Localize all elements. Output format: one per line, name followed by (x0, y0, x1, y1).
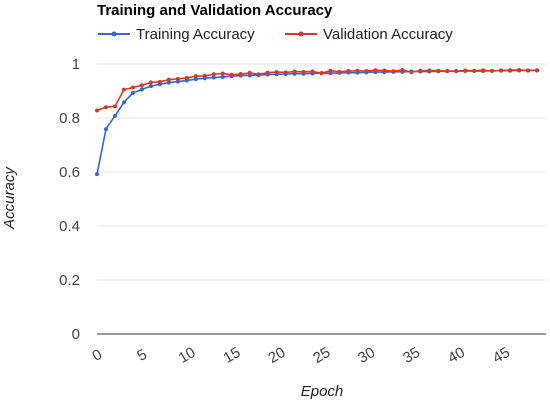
data-point (400, 67, 405, 72)
chart-title: Training and Validation Accuracy (97, 2, 333, 19)
series-validation (95, 67, 540, 113)
legend-item-validation: Validation Accuracy (285, 26, 453, 43)
y-axis-label: Accuracy (1, 166, 18, 230)
x-tick-label: 0 (89, 346, 105, 365)
data-point (418, 68, 423, 73)
x-tick-label: 40 (445, 344, 468, 367)
data-point (535, 68, 540, 73)
legend-item-training: Training Accuracy (98, 26, 255, 43)
gridlines (97, 63, 546, 335)
data-point (103, 127, 108, 132)
data-point (472, 68, 477, 73)
data-point (121, 100, 126, 105)
data-point (139, 83, 144, 88)
x-axis-ticks: 0 5 10 15 20 25 30 35 40 45 (89, 344, 512, 367)
data-point (427, 68, 432, 73)
data-point (391, 69, 396, 74)
data-point (364, 69, 369, 74)
data-point (148, 84, 153, 89)
data-point (409, 70, 414, 75)
data-point (526, 68, 531, 73)
legend-label-validation: Validation Accuracy (323, 26, 453, 43)
data-point (112, 113, 117, 118)
x-tick-label: 10 (176, 344, 199, 367)
data-point (247, 70, 252, 75)
data-point (301, 69, 306, 74)
data-point (256, 72, 261, 77)
data-point (211, 75, 216, 80)
data-point (166, 77, 171, 82)
data-point (319, 71, 324, 76)
data-point (175, 76, 180, 81)
data-point (463, 68, 468, 73)
data-point (265, 70, 270, 75)
series-lines (95, 67, 540, 177)
data-point (346, 69, 351, 74)
data-point (283, 70, 288, 75)
y-tick-label: 0.2 (59, 272, 80, 289)
data-point (382, 68, 387, 73)
y-axis-ticks: 0 0.2 0.4 0.6 0.8 1 (59, 56, 80, 343)
data-point (95, 172, 99, 177)
data-point (112, 104, 117, 109)
y-tick-label: 0 (72, 326, 80, 343)
legend-label-training: Training Accuracy (136, 26, 255, 43)
data-point (517, 67, 522, 72)
data-point (148, 80, 153, 85)
x-tick-label: 25 (310, 344, 333, 367)
data-point (445, 69, 450, 74)
x-axis-label: Epoch (301, 383, 344, 400)
data-point (193, 77, 198, 82)
series-line (96, 69, 538, 112)
data-point (454, 69, 459, 74)
y-tick-label: 0.4 (59, 218, 80, 235)
data-point (95, 108, 99, 113)
data-point (184, 76, 189, 81)
legend: Training Accuracy Validation Accuracy (98, 26, 453, 43)
x-tick-label: 15 (220, 344, 243, 367)
data-point (499, 68, 504, 73)
data-point (355, 68, 360, 73)
data-point (220, 74, 225, 79)
y-tick-label: 0.6 (59, 164, 80, 181)
data-point (481, 68, 486, 73)
legend-marker-validation (298, 31, 304, 37)
data-point (337, 69, 342, 74)
data-point (193, 74, 198, 79)
data-point (166, 80, 171, 85)
data-point (373, 68, 378, 73)
x-tick-label: 5 (134, 346, 150, 365)
data-point (139, 87, 144, 92)
data-point (121, 87, 126, 92)
data-point (274, 70, 279, 75)
y-tick-label: 1 (72, 56, 80, 73)
data-point (490, 69, 495, 74)
data-point (130, 85, 135, 90)
x-tick-label: 35 (400, 344, 423, 367)
data-point (103, 105, 108, 110)
data-point (292, 69, 297, 74)
data-point (157, 79, 162, 84)
data-point (310, 69, 315, 74)
series-training (95, 68, 540, 177)
data-point (211, 72, 216, 77)
data-point (328, 68, 333, 73)
data-point (229, 72, 234, 77)
data-point (130, 90, 135, 95)
legend-marker-training (111, 31, 117, 37)
x-tick-label: 30 (355, 344, 378, 367)
data-point (202, 73, 207, 78)
data-point (238, 71, 243, 76)
data-point (220, 71, 225, 76)
y-tick-label: 0.8 (59, 110, 80, 127)
series-line (96, 69, 538, 175)
data-point (436, 68, 441, 73)
x-tick-label: 20 (265, 344, 288, 367)
data-point (508, 68, 513, 73)
x-tick-label: 45 (490, 344, 513, 367)
